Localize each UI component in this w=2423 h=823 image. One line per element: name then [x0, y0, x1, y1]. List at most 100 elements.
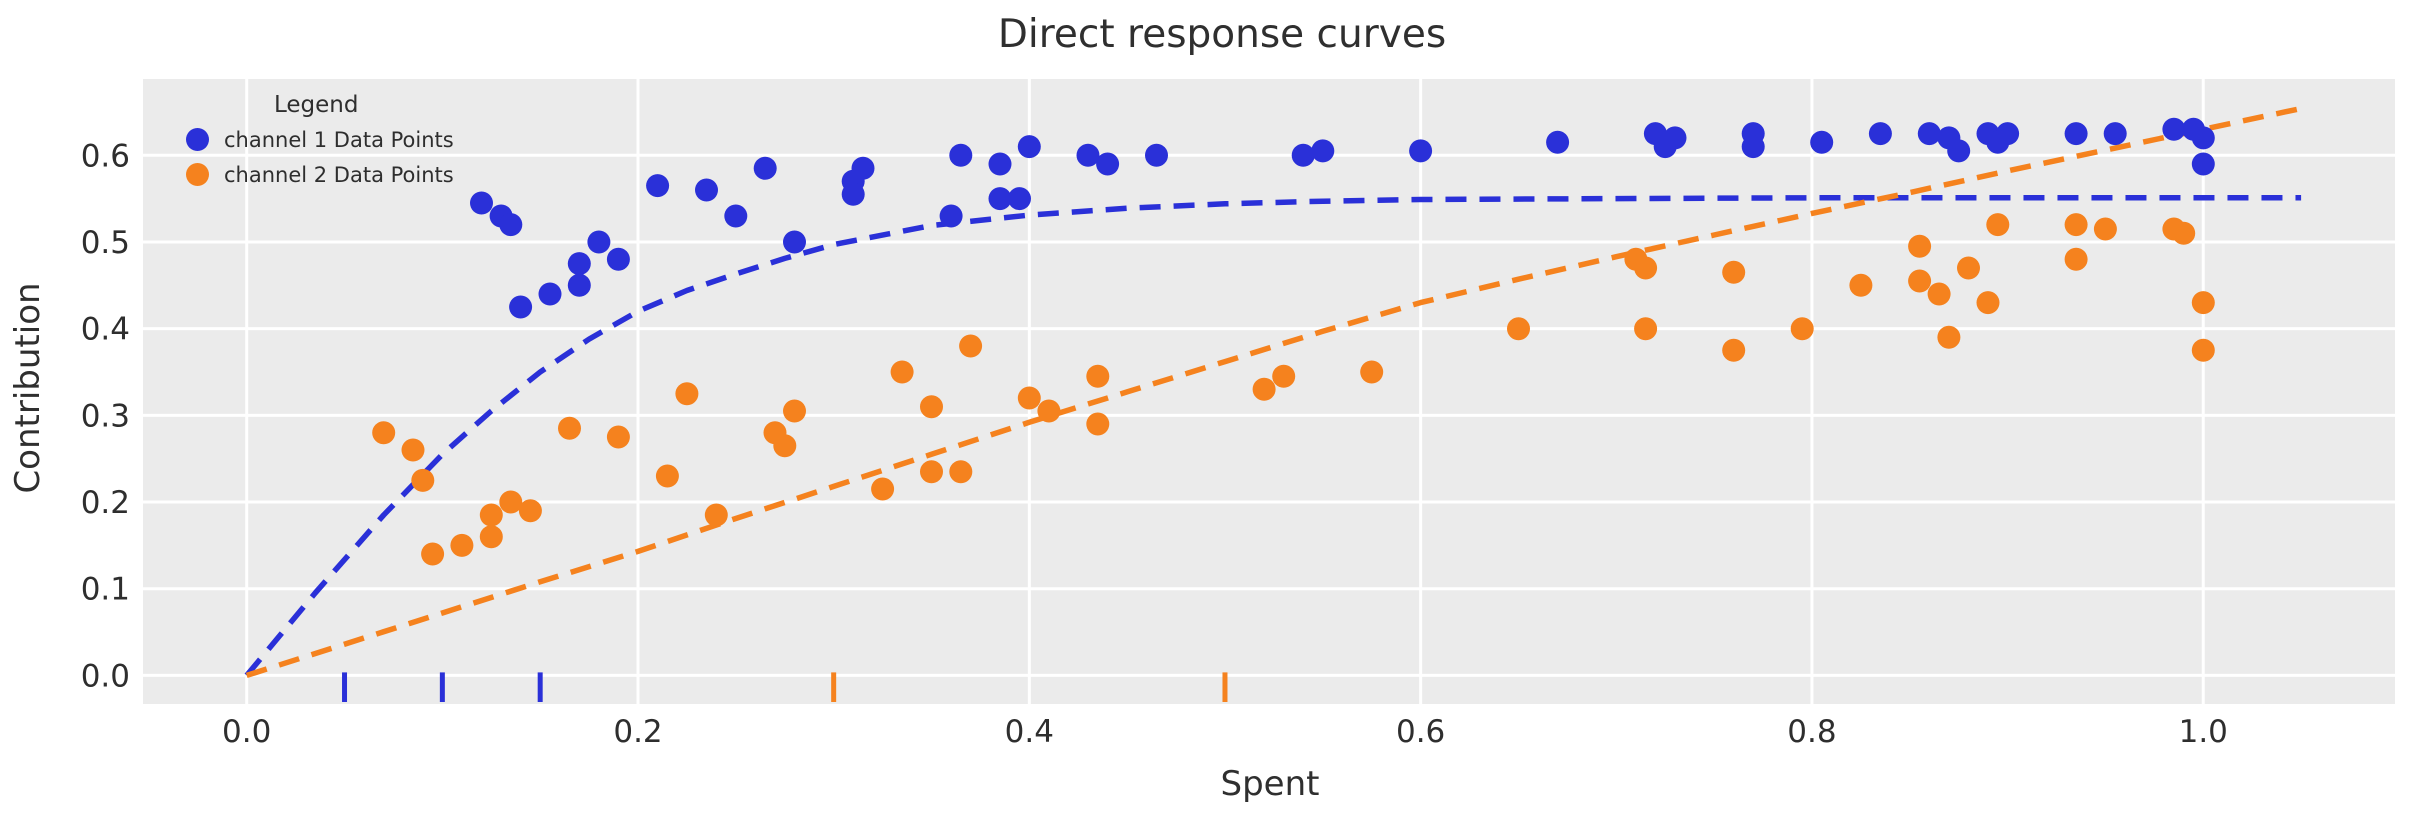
scatter-point [1096, 152, 1120, 176]
scatter-point [1360, 360, 1384, 384]
scatter-point [2064, 213, 2088, 237]
y-tick-label: 0.3 [81, 398, 130, 434]
scatter-point [1722, 260, 1746, 284]
scatter-point [2093, 217, 2117, 241]
scatter-point [988, 187, 1012, 211]
scatter-point [1937, 325, 1961, 349]
legend-item: channel 1 Data Points [186, 122, 454, 157]
x-axis-label: Spent [1220, 764, 1320, 804]
scatter-point [920, 395, 943, 419]
scatter-point [695, 178, 718, 202]
legend-label: channel 1 Data Points [224, 127, 454, 152]
scatter-point [959, 334, 983, 358]
scatter-point [1546, 130, 1570, 154]
scatter-point [1017, 386, 1041, 410]
scatter-point [2191, 291, 2215, 315]
x-tick-label: 1.0 [2179, 714, 2228, 750]
scatter-point [1663, 126, 1687, 150]
scatter-point [567, 252, 591, 276]
scatter-point [2064, 122, 2088, 146]
scatter-point [518, 499, 542, 523]
scatter-point [411, 468, 435, 492]
scatter-point [1947, 139, 1971, 163]
scatter-point [1076, 143, 1100, 167]
scatter-point [753, 156, 777, 180]
scatter-point [939, 204, 963, 228]
scatter-point [851, 156, 875, 180]
x-tick-label: 0.6 [1396, 714, 1445, 750]
y-tick-label: 0.2 [81, 485, 130, 521]
channel-2-response-curve [245, 105, 2302, 679]
scatter-point [2103, 122, 2127, 146]
scatter-point [2064, 247, 2088, 271]
scatter-point [1272, 364, 1296, 388]
scatter-point [1409, 139, 1433, 163]
y-tick-label: 0.6 [81, 138, 130, 174]
scatter-point [450, 533, 474, 557]
scatter-point [2191, 126, 2215, 150]
scatter-point [1810, 130, 1834, 154]
scatter-point [470, 191, 493, 215]
scatter-point [1996, 122, 2020, 146]
scatter-point [606, 247, 630, 271]
y-axis-label: Contribution [8, 282, 48, 494]
scatter-point [1908, 269, 1932, 293]
scatter-point [773, 434, 797, 458]
scatter-point [1790, 317, 1814, 341]
scatter-point [606, 425, 630, 449]
scatter-point [1291, 143, 1315, 167]
y-tick-label: 0.5 [81, 225, 130, 261]
scatter-point [401, 438, 425, 462]
scatter-point [1017, 135, 1041, 159]
scatter-point [920, 460, 943, 484]
legend-marker-icon [186, 163, 209, 186]
scatter-point [949, 143, 973, 167]
legend-marker-icon [186, 128, 209, 151]
scatter-point [479, 503, 503, 527]
scatter-point [1868, 122, 1892, 146]
x-tick-label: 0.4 [1005, 714, 1054, 750]
scatter-point [2191, 152, 2215, 176]
legend: Legend channel 1 Data Points channel 2 Da… [186, 92, 454, 192]
legend-label: channel 2 Data Points [224, 162, 454, 187]
scatter-point [538, 282, 562, 306]
y-tick-label: 0.1 [81, 572, 130, 608]
scatter-point [1976, 291, 2000, 315]
scatter-point [1986, 213, 2010, 237]
scatter-point [783, 230, 806, 254]
scatter-point [704, 503, 728, 527]
x-tick-label: 0.8 [1787, 714, 1836, 750]
scatter-point [2172, 221, 2196, 245]
scatter-point [988, 152, 1012, 176]
scatter-point [646, 174, 670, 198]
scatter-point [949, 460, 973, 484]
legend-item: channel 2 Data Points [186, 157, 454, 192]
y-tick-label: 0.4 [81, 312, 130, 348]
scatter-point [1311, 139, 1335, 163]
scatter-point [421, 542, 445, 566]
scatter-point [655, 464, 679, 488]
x-tick-label: 0.2 [613, 714, 662, 750]
scatter-point [509, 295, 533, 319]
scatter-point [1849, 273, 1873, 297]
scatter-point [499, 490, 523, 514]
scatter-point [724, 204, 748, 228]
scatter-point [587, 230, 611, 254]
scatter-point [1634, 317, 1658, 341]
legend-items: channel 1 Data Points channel 2 Data Poin… [186, 122, 454, 192]
scatter-point [2162, 117, 2186, 141]
scatter-point [2191, 338, 2215, 362]
scatter-point [1634, 256, 1658, 280]
scatter-point [1252, 377, 1276, 401]
scatter-point [479, 525, 503, 549]
scatter-point [1917, 122, 1941, 146]
scatter-point [1722, 338, 1746, 362]
scatter-point [890, 360, 914, 384]
scatter-point [1507, 317, 1530, 341]
scatter-point [558, 416, 581, 440]
scatter-point [567, 273, 591, 297]
scatter-point [1741, 135, 1765, 159]
scatter-point [841, 182, 865, 206]
